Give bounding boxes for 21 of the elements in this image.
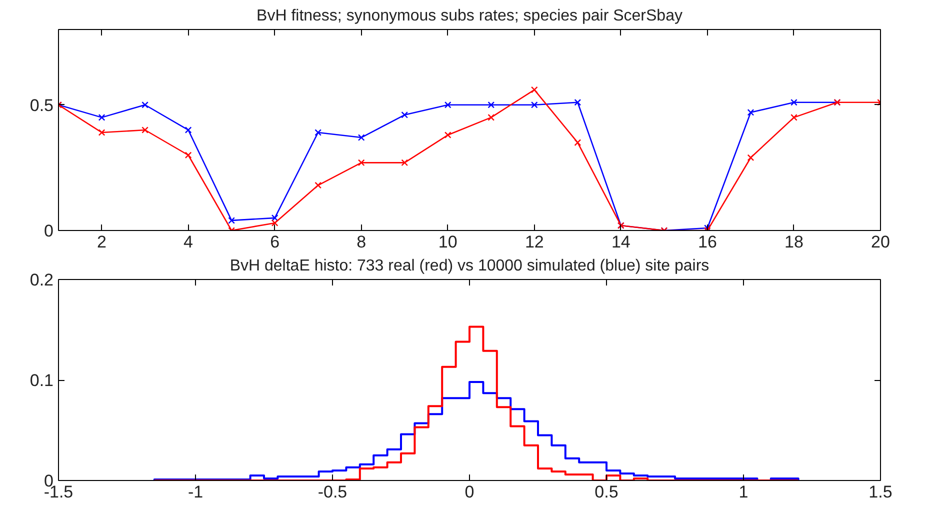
x-tick-label: 2 bbox=[97, 232, 107, 252]
x-tick-label: 10 bbox=[438, 232, 458, 252]
x-tick-label: -1 bbox=[188, 482, 204, 502]
x-tick-label: 14 bbox=[611, 232, 630, 252]
chart-title: BvH fitness; synonymous subs rates; species pair ScerSbay bbox=[256, 8, 682, 24]
x-tick-label: 6 bbox=[270, 232, 280, 252]
y-tick-label: 0.2 bbox=[30, 270, 54, 290]
y-tick-label: 0.5 bbox=[30, 96, 54, 115]
x-tick-label: 20 bbox=[871, 232, 890, 252]
x-tick-label: 8 bbox=[356, 232, 366, 252]
x-tick-label: 18 bbox=[784, 232, 804, 252]
x-tick-label: 16 bbox=[698, 232, 717, 252]
x-tick-label: 0.5 bbox=[594, 482, 618, 502]
y-tick-label: 0.1 bbox=[30, 371, 54, 390]
x-tick-label: 12 bbox=[524, 232, 544, 252]
chart-title: BvH deltaE histo: 733 real (red) vs 10000 simulated (blue) site pairs bbox=[230, 258, 710, 274]
x-tick-label: -0.5 bbox=[318, 482, 348, 502]
x-tick-label: 1.5 bbox=[868, 482, 892, 502]
x-tick-label: 0 bbox=[464, 482, 474, 502]
x-tick-label: 4 bbox=[184, 232, 194, 252]
x-tick-label: 1 bbox=[738, 482, 748, 502]
